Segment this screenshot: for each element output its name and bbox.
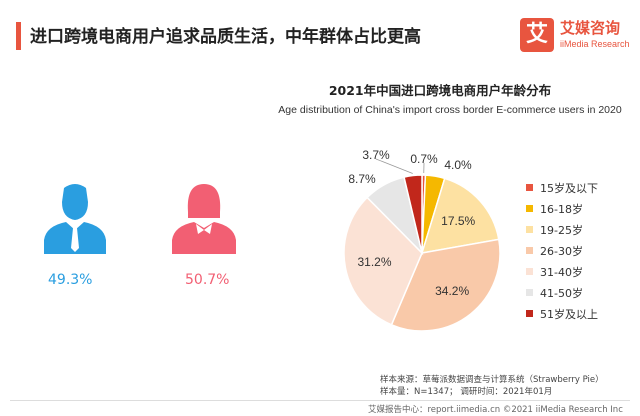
chart-title: 2021年中国进口跨境电商用户年龄分布 xyxy=(328,83,552,98)
female-percentage: 50.7% xyxy=(185,272,230,288)
legend-swatch xyxy=(526,268,533,275)
legend-swatch xyxy=(526,310,533,317)
slice-data-label: 31.2% xyxy=(357,255,391,269)
pie-slice xyxy=(403,174,423,254)
footer-text: 艾媒报告中心：report.iimedia.cn ©2021 iiMedia R… xyxy=(368,405,623,415)
logo-name-cn: 艾媒咨询 xyxy=(560,19,621,37)
male-person-icon xyxy=(44,184,106,254)
slice-data-label: 4.0% xyxy=(444,158,472,172)
source-note: 样本来源：草莓派数据调查与计算系统（Strawberry Pie） 样本量：N=… xyxy=(380,374,604,398)
slice-data-label: 34.2% xyxy=(435,284,469,298)
brand-logo: 艾 艾媒咨询 iiMedia Research xyxy=(520,14,632,58)
legend-label: 19-25岁 xyxy=(540,224,583,237)
legend-label: 26-30岁 xyxy=(540,245,583,258)
legend-label: 16-18岁 xyxy=(540,203,583,216)
page-title: 进口跨境电商用户追求品质生活，中年群体占比更高 xyxy=(30,27,421,47)
legend-label: 15岁及以下 xyxy=(540,182,598,195)
slice-data-label: 0.7% xyxy=(410,152,438,166)
source-line-1: 样本来源：草莓派数据调查与计算系统（Strawberry Pie） xyxy=(380,375,604,385)
chart-subtitle: Age distribution of China's import cross… xyxy=(278,104,622,116)
legend-swatch xyxy=(526,184,533,191)
legend-swatch xyxy=(526,226,533,233)
legend-swatch xyxy=(526,289,533,296)
title-accent-bar xyxy=(16,22,21,50)
slice-data-label: 3.7% xyxy=(362,148,390,162)
male-percentage: 49.3% xyxy=(48,272,93,288)
pie-slice xyxy=(420,177,500,254)
slice-data-label: 17.5% xyxy=(441,214,475,228)
legend-swatch xyxy=(526,247,533,254)
logo-mark-icon: 艾 xyxy=(520,18,554,52)
legend-label: 31-40岁 xyxy=(540,266,583,279)
legend-label: 41-50岁 xyxy=(540,287,583,300)
legend-label: 51岁及以上 xyxy=(540,308,598,321)
slice-data-label: 8.7% xyxy=(348,172,376,186)
logo-name-en: iiMedia Research xyxy=(560,39,630,49)
footer-divider xyxy=(10,400,630,401)
source-line-2: 样本量：N=1347； 调研时间：2021年01月 xyxy=(380,387,553,397)
pie-slice xyxy=(343,196,423,326)
legend-swatch xyxy=(526,205,533,212)
leader-line xyxy=(375,158,413,174)
female-person-icon xyxy=(172,184,236,254)
